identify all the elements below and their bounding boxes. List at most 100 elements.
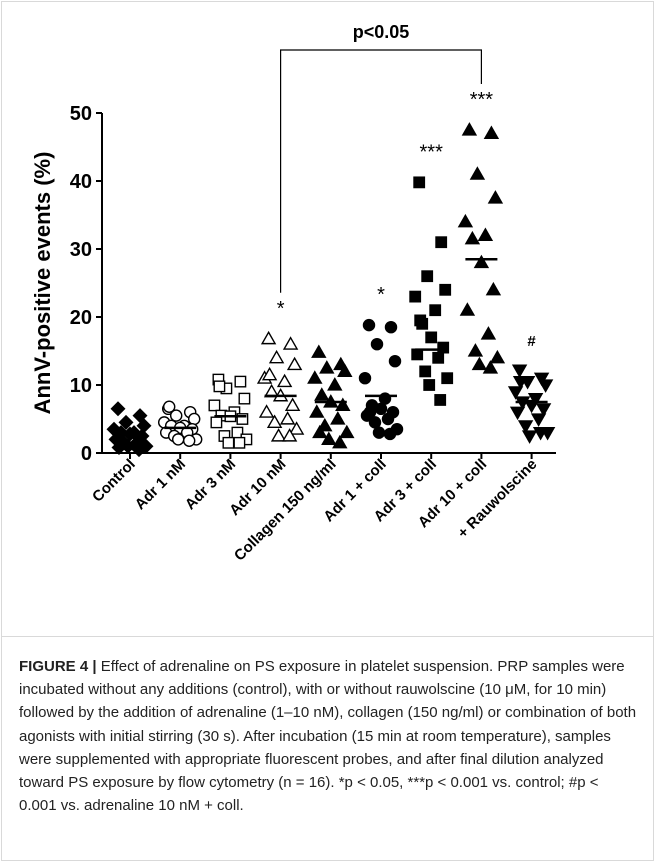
data-point [268, 349, 285, 364]
data-point [309, 404, 325, 418]
data-point [266, 414, 283, 428]
data-point [533, 372, 550, 387]
data-point [236, 413, 249, 425]
data-point [131, 442, 147, 458]
data-point [535, 403, 552, 417]
x-tick-label: Control [89, 456, 139, 506]
data-point [414, 314, 427, 327]
data-point [483, 125, 500, 139]
data-point [372, 426, 386, 439]
data-point [437, 341, 450, 354]
data-point [425, 331, 438, 344]
data-point [362, 318, 376, 332]
data-point [260, 330, 277, 345]
data-point [222, 436, 235, 449]
data-point [363, 405, 377, 419]
data-point [413, 176, 426, 189]
data-point [288, 421, 305, 435]
data-point [319, 360, 335, 374]
data-point [464, 230, 481, 245]
data-point [311, 344, 327, 358]
data-point [381, 412, 395, 426]
data-point [423, 379, 436, 391]
data-point [187, 412, 201, 426]
bracket-label: p<0.05 [353, 22, 410, 42]
data-point [471, 356, 488, 371]
data-point [434, 394, 447, 406]
data-point [409, 290, 422, 303]
data-point [118, 414, 134, 430]
data-point [521, 430, 538, 444]
data-point [332, 434, 348, 449]
data-point [477, 227, 494, 241]
data-point [374, 402, 388, 416]
data-point [314, 387, 330, 401]
data-point [429, 304, 442, 317]
data-point [276, 373, 293, 388]
data-point [461, 122, 478, 136]
data-point [383, 427, 397, 441]
data-point [282, 336, 299, 350]
data-point [335, 397, 351, 411]
significance-mark: * [377, 284, 385, 306]
data-point [517, 420, 534, 434]
data-point [238, 392, 251, 405]
data-point [485, 281, 502, 296]
data-point [279, 411, 296, 425]
data-point [480, 326, 497, 340]
data-point [511, 364, 528, 378]
significance-mark: * [277, 298, 285, 320]
data-point [258, 404, 275, 418]
data-point [537, 379, 554, 393]
data-point [171, 433, 185, 446]
significance-mark: *** [420, 141, 444, 163]
data-point [487, 190, 504, 204]
bracket [280, 49, 482, 293]
data-point [321, 431, 337, 445]
data-point [384, 320, 398, 334]
caption: FIGURE 4 | Effect of adrenaline on PS ex… [19, 655, 639, 817]
data-point [337, 363, 353, 377]
data-point [261, 366, 278, 381]
data-point [469, 166, 486, 180]
y-tick-label: 40 [70, 171, 92, 193]
chart: 0 10 20 30 40 50 AnnV-positive events (%) Contr… [30, 22, 556, 564]
data-point [312, 424, 328, 439]
data-point [234, 375, 247, 388]
data-point [210, 416, 223, 429]
data-point [509, 406, 526, 421]
data-point [120, 438, 136, 454]
data-point [512, 376, 529, 390]
data-point [339, 424, 355, 439]
data-point [421, 270, 434, 283]
data-point [388, 354, 402, 368]
significance-mark: # [527, 333, 536, 350]
data-point [368, 416, 382, 429]
data-point [110, 401, 126, 417]
data-point [435, 236, 448, 249]
data-point [439, 283, 452, 296]
y-tick-label: 20 [70, 307, 92, 329]
y-tick-label: 50 [70, 103, 92, 125]
data-point [370, 337, 384, 351]
y-tick-label: 30 [70, 239, 92, 261]
data-point [467, 343, 484, 357]
caption-text: Effect of adrenaline on PS exposure in p… [19, 658, 637, 815]
x-tick-label: Adr 1 nM [132, 456, 189, 513]
data-point [473, 254, 490, 269]
caption-divider [1, 636, 654, 637]
data-point [208, 399, 221, 412]
data-point [527, 393, 544, 407]
significance-mark: *** [470, 89, 494, 111]
data-point [327, 377, 343, 391]
data-point [507, 386, 524, 400]
data-point [213, 380, 226, 393]
data-point [489, 349, 506, 364]
data-point [532, 427, 549, 441]
data-point [233, 436, 246, 449]
data-point [162, 400, 176, 413]
data-point [330, 411, 346, 425]
data-point [307, 370, 323, 384]
